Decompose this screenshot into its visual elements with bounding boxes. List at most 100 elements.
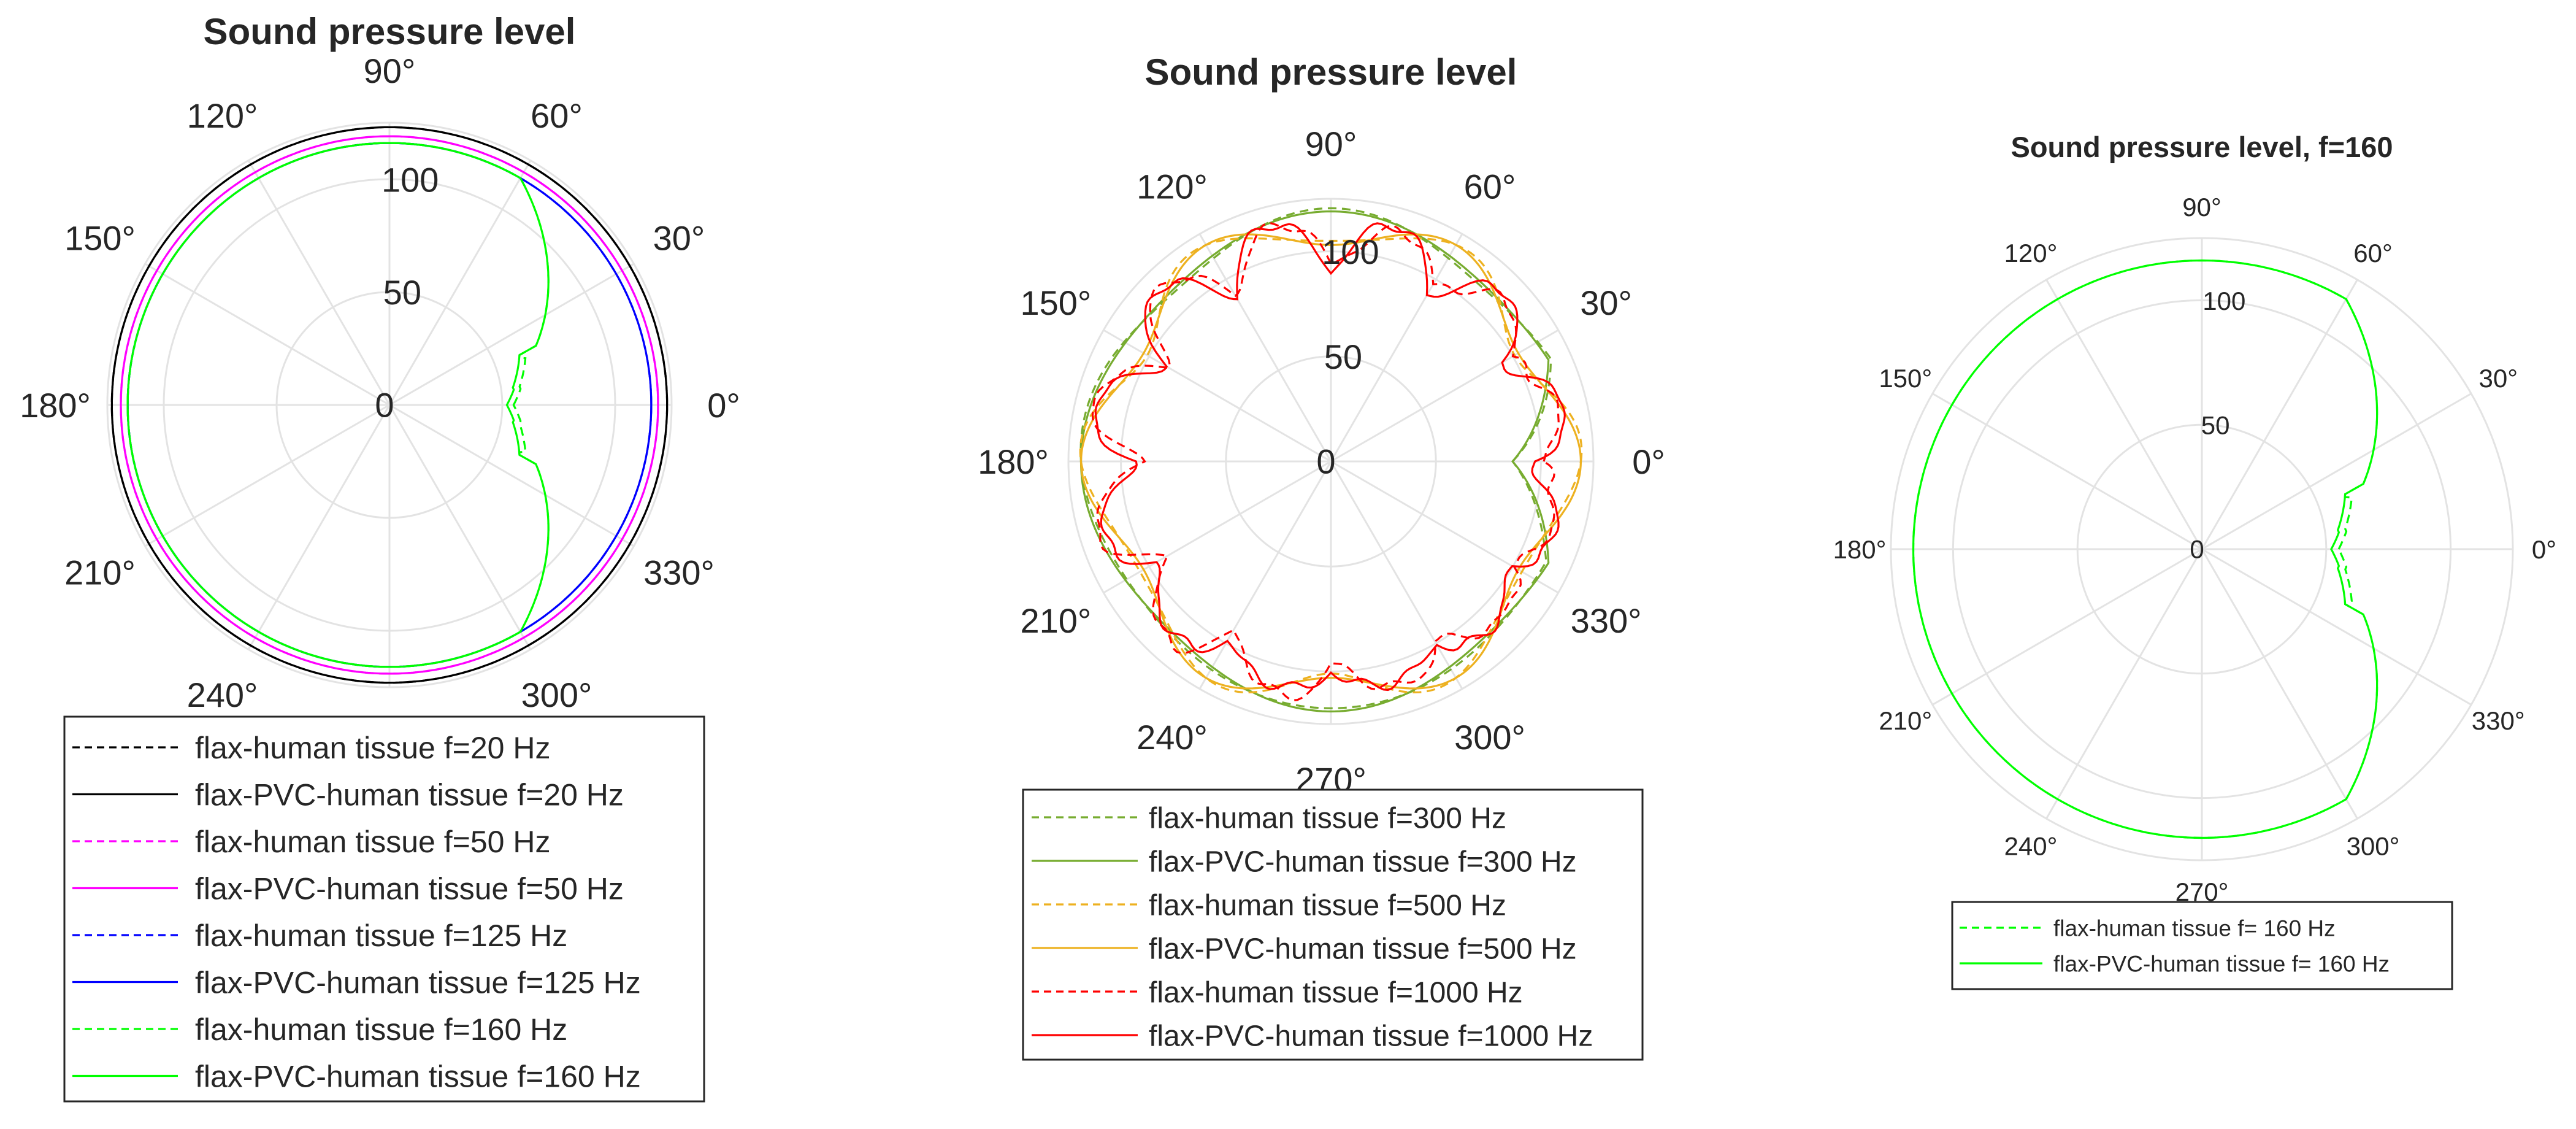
angle-tick-label: 330° [643,553,715,592]
chart-1-legend: flax-human tissue f=20 Hz flax-PVC-human … [63,715,705,1103]
polar-grid-spoke [2045,279,2203,550]
legend-label: flax-human tissue f=20 Hz [195,731,550,765]
polar-grid-spoke [388,404,532,650]
chart-2-series [1079,207,1583,713]
r-tick-label: 50 [1324,337,1362,376]
legend-label: flax-human tissue f= 160 Hz [2053,915,2336,941]
chart-1-grid [106,121,673,688]
polar-grid-spoke [2045,549,2203,819]
legend-label: flax-human tissue f=160 Hz [195,1012,567,1047]
legend-label: flax-PVC-human tissue f=125 Hz [195,966,641,1000]
angle-tick-label: 240° [187,676,258,714]
r-tick-label: 50 [2201,410,2230,439]
legend-label: flax-PVC-human tissue f=20 Hz [195,778,624,812]
chart-2-title: Sound pressure level [1145,52,1517,93]
r-tick-label: 100 [381,160,439,199]
series-line-2 [110,126,669,684]
legend-label: flax-PVC-human tissue f=160 Hz [195,1060,641,1094]
chart-1-series [110,126,669,684]
angle-tick-label: 150° [1879,364,1932,393]
angle-tick-label: 180° [20,386,91,425]
angle-tick-label: 210° [1879,706,1932,735]
polar-grid-spoke [389,263,635,406]
r-tick-label: 50 [383,273,421,312]
polar-grid-spoke [1330,233,1463,462]
polar-grid-spoke [1103,460,1332,594]
chart-2-legend-box [1022,788,1644,1061]
polar-grid-spoke [2201,393,2472,550]
angle-tick-label: 300° [1454,718,1525,757]
angle-tick-label: 120° [2004,239,2058,268]
polar-grid-spoke [247,404,391,650]
r-tick-label: 0 [375,386,394,425]
polar-grid-spoke [1198,461,1332,690]
series-line-1 [1079,207,1552,709]
series-line-5 [1091,222,1560,701]
angle-tick-label: 120° [1137,168,1208,206]
angle-tick-label: 60° [1464,168,1516,206]
angle-tick-label: 150° [1020,283,1091,322]
r-tick-label: 100 [1322,233,1379,271]
chart-3: Sound pressure level, f=160 0 50 100 0° 30°… [1833,131,2556,990]
angle-tick-label: 210° [64,553,136,592]
polar-grid-spoke [2201,279,2358,550]
r-tick-label: 0 [2190,535,2204,564]
angle-tick-label: 240° [1137,718,1208,757]
chart-3-title: Sound pressure level, f=160 [2011,131,2393,163]
series-line-4 [1079,233,1582,690]
legend-label: flax-PVC-human tissue f= 160 Hz [2053,951,2390,976]
legend-label: flax-human tissue f=125 Hz [195,919,567,953]
angle-tick-label: 180° [1833,535,1887,564]
polar-grid-spoke [1330,329,1559,463]
chart-3-legend-box [1951,901,2453,990]
angle-tick-label: 30° [1580,283,1632,322]
polar-grid-spoke [388,160,532,406]
polar-grid-spoke [1198,233,1332,462]
polar-grid-spoke [1932,393,2202,550]
angle-tick-label: 0° [2532,535,2556,564]
series-line-4 [120,135,659,675]
r-tick-label: 0 [1316,442,1335,481]
angle-tick-label: 60° [531,96,583,135]
angle-tick-label: 0° [707,386,740,425]
polar-grid-spoke [247,160,391,406]
angle-tick-label: 300° [521,676,592,714]
angle-tick-label: 240° [2004,831,2058,860]
angle-tick-label: 150° [64,219,136,258]
polar-grid-spoke [144,404,390,547]
legend-label: flax-PVC-human tissue f=500 Hz [1149,933,1577,965]
chart-2-rticks: 0 50 100 [1316,233,1379,481]
series-line-8 [126,142,550,668]
polar-grid-spoke [1330,461,1463,690]
chart-2: Sound pressure level 0 50 100 0° 30° 60° 90° 1… [978,52,1665,1061]
polar-grid-spoke [1330,460,1559,594]
angle-tick-label: 330° [2472,706,2525,735]
angle-tick-label: 210° [1020,601,1091,640]
chart-1: Sound pressure level 0 50 100 0° 30° 60° 90° 1… [20,11,740,1103]
angle-tick-label: 30° [653,219,705,258]
chart-1-rticks: 0 50 100 [375,160,439,424]
chart-1-legend-box [63,715,705,1103]
r-tick-label: 100 [2202,287,2245,315]
chart-3-grid [1890,237,2514,861]
chart-3-rticks: 0 50 100 [2190,287,2245,564]
legend-label: flax-PVC-human tissue f=1000 Hz [1149,1020,1593,1052]
angle-tick-label: 90° [2182,193,2221,222]
polar-grid-spoke [2201,549,2358,819]
series-line-6 [1094,222,1566,692]
angle-tick-label: 180° [978,442,1049,481]
angle-tick-label: 60° [2353,239,2393,268]
legend-label: flax-human tissue f=500 Hz [1149,889,1506,922]
polar-grid-spoke [2201,548,2472,706]
chart-3-legend-entries: flax-human tissue f= 160 Hz flax-PVC-huma… [1960,915,2390,976]
legend-label: flax-PVC-human tissue f=50 Hz [195,872,624,906]
angle-tick-label: 120° [187,96,258,135]
chart-1-title: Sound pressure level [204,11,576,52]
polar-grid-spoke [144,263,390,406]
angle-tick-label: 0° [1632,442,1665,481]
polar-grid-spoke [389,404,635,547]
chart-3-legend: flax-human tissue f= 160 Hz flax-PVC-huma… [1951,901,2453,990]
chart-3-series [1912,259,2379,839]
chart-1-legend-entries: flax-human tissue f=20 Hz flax-PVC-human … [72,731,641,1094]
